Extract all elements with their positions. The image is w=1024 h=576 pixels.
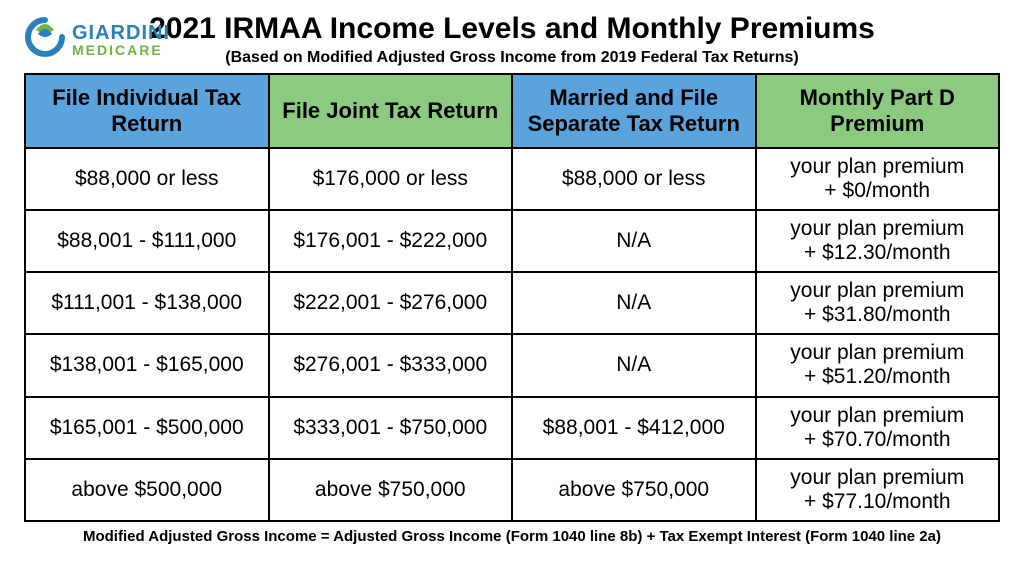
- page-title: 2021 IRMAA Income Levels and Monthly Pre…: [122, 12, 902, 47]
- cell-joint: above $750,000: [269, 459, 513, 521]
- cell-premium: your plan premium+ $31.80/month: [756, 272, 1000, 334]
- logo-text: GIARDINI MEDICARE: [72, 23, 170, 57]
- cell-separate: above $750,000: [512, 459, 756, 521]
- cell-premium: your plan premium+ $0/month: [756, 148, 1000, 210]
- cell-individual: $111,001 - $138,000: [25, 272, 269, 334]
- cell-individual: $88,000 or less: [25, 148, 269, 210]
- page-subtitle: (Based on Modified Adjusted Gross Income…: [24, 49, 1000, 67]
- cell-joint: $333,001 - $750,000: [269, 397, 513, 459]
- cell-separate: $88,000 or less: [512, 148, 756, 210]
- cell-joint: $276,001 - $333,000: [269, 334, 513, 396]
- cell-separate: $88,001 - $412,000: [512, 397, 756, 459]
- cell-premium: your plan premium+ $51.20/month: [756, 334, 1000, 396]
- logo-brand-bottom: MEDICARE: [72, 43, 170, 57]
- cell-individual: $165,001 - $500,000: [25, 397, 269, 459]
- cell-premium: your plan premium+ $12.30/month: [756, 210, 1000, 272]
- cell-separate: N/A: [512, 272, 756, 334]
- cell-premium: your plan premium+ $77.10/month: [756, 459, 1000, 521]
- footnote: Modified Adjusted Gross Income = Adjuste…: [24, 528, 1000, 545]
- cell-individual: above $500,000: [25, 459, 269, 521]
- cell-joint: $176,001 - $222,000: [269, 210, 513, 272]
- col-separate-line1: Married and File: [517, 85, 751, 110]
- cell-joint: $176,000 or less: [269, 148, 513, 210]
- cell-individual: $138,001 - $165,000: [25, 334, 269, 396]
- cell-joint: $222,001 - $276,000: [269, 272, 513, 334]
- logo-brand-top: GIARDINI: [72, 23, 170, 43]
- col-premium: Monthly Part D Premium: [756, 74, 1000, 148]
- col-individual: File Individual Tax Return: [25, 74, 269, 148]
- table-row: above $500,000 above $750,000 above $750…: [25, 459, 999, 521]
- table-row: $165,001 - $500,000 $333,001 - $750,000 …: [25, 397, 999, 459]
- brand-logo: GIARDINI MEDICARE: [24, 16, 170, 63]
- cell-premium: your plan premium+ $70.70/month: [756, 397, 1000, 459]
- table-row: $88,000 or less $176,000 or less $88,000…: [25, 148, 999, 210]
- col-separate-line2: Separate Tax Return: [517, 111, 751, 136]
- cell-individual: $88,001 - $111,000: [25, 210, 269, 272]
- table-row: $88,001 - $111,000 $176,001 - $222,000 N…: [25, 210, 999, 272]
- irmaa-table: File Individual Tax Return File Joint Ta…: [24, 73, 1000, 523]
- logo-icon: [24, 16, 66, 63]
- col-separate: Married and File Separate Tax Return: [512, 74, 756, 148]
- table-row: $111,001 - $138,000 $222,001 - $276,000 …: [25, 272, 999, 334]
- table-row: $138,001 - $165,000 $276,001 - $333,000 …: [25, 334, 999, 396]
- cell-separate: N/A: [512, 334, 756, 396]
- table-header-row: File Individual Tax Return File Joint Ta…: [25, 74, 999, 148]
- cell-separate: N/A: [512, 210, 756, 272]
- table-body: $88,000 or less $176,000 or less $88,000…: [25, 148, 999, 522]
- col-joint: File Joint Tax Return: [269, 74, 513, 148]
